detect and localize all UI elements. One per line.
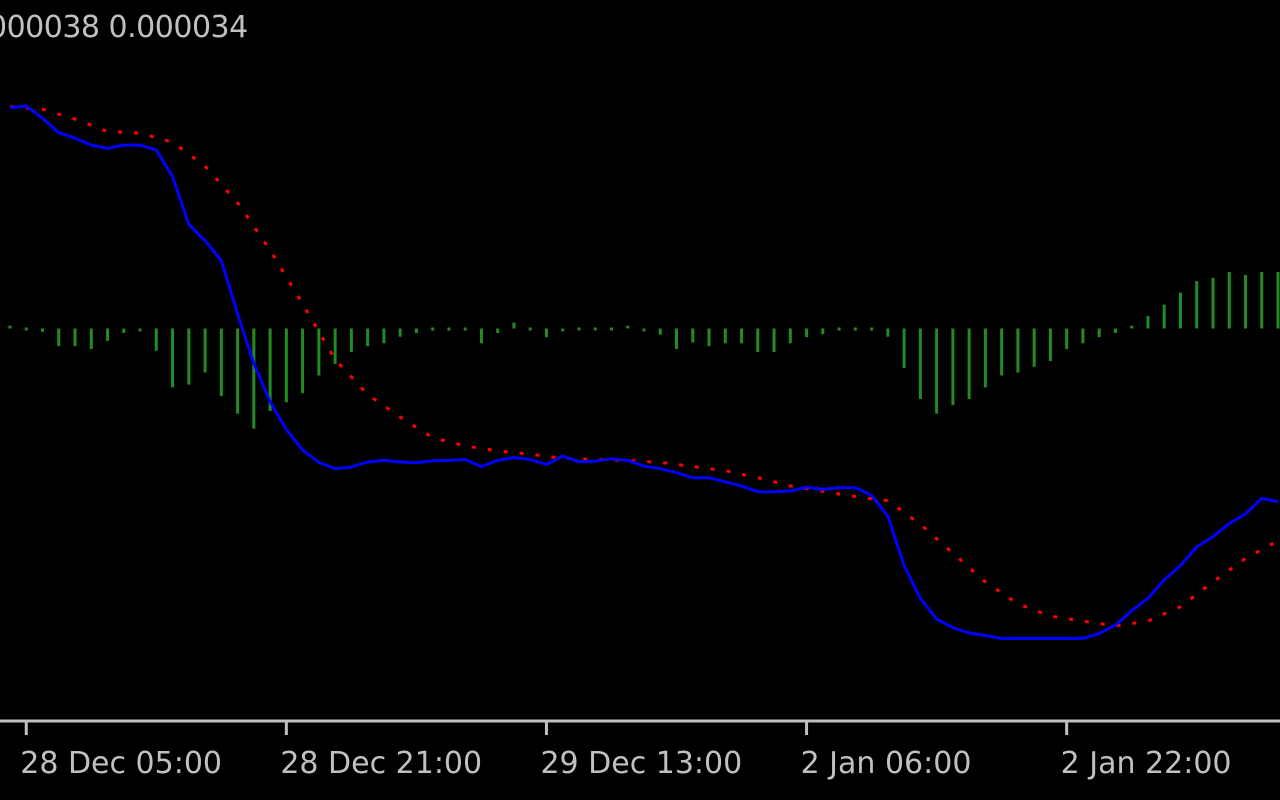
time-axis-tick-label: 2 Jan 22:00 (1061, 746, 1232, 781)
time-axis-tick-label: 2 Jan 06:00 (801, 746, 972, 781)
main-line-layer (9, 104, 1279, 640)
histogram-layer (8, 272, 1280, 429)
signal-line-layer (9, 105, 1279, 628)
time-axis: 28 Dec 05:00 28 Dec 21:00 29 Dec 13:00 2 Ja… (0, 719, 1280, 781)
time-axis-tick-label: 28 Dec 21:00 (280, 746, 482, 781)
signal-line (9, 105, 1279, 628)
main-line (9, 104, 1279, 640)
time-axis-tick-label: 28 Dec 05:00 (20, 746, 222, 781)
time-axis-tick-label: 29 Dec 13:00 (540, 746, 742, 781)
indicator-value-readout: 000038 0.000034 (0, 10, 248, 45)
